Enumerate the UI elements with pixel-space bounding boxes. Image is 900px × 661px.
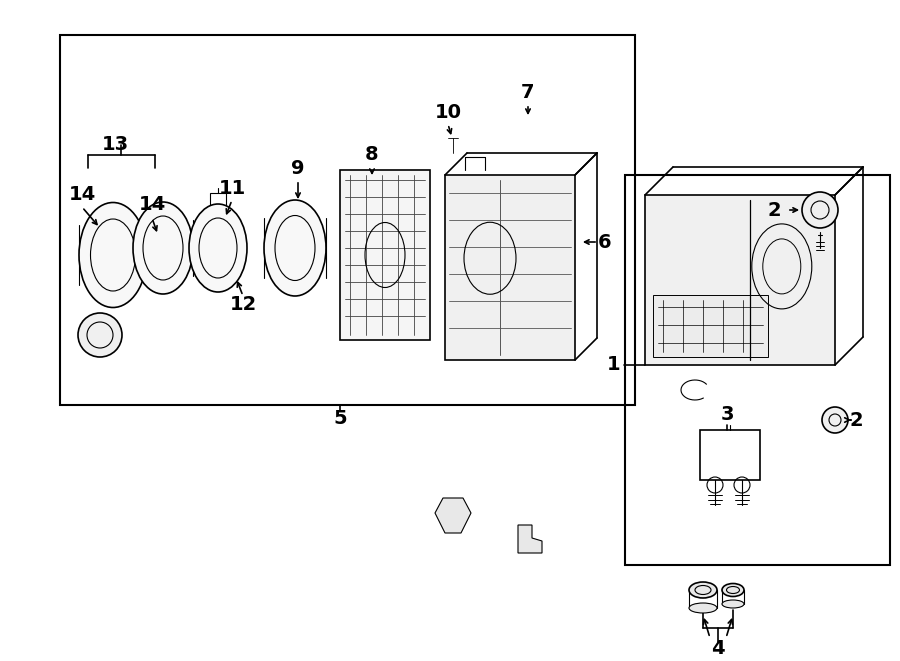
Text: 3: 3	[720, 405, 733, 424]
Ellipse shape	[689, 582, 717, 598]
Text: 12: 12	[230, 295, 256, 315]
Circle shape	[802, 192, 838, 228]
Ellipse shape	[264, 200, 326, 296]
Circle shape	[78, 313, 122, 357]
Ellipse shape	[189, 204, 247, 292]
Bar	[340, 170, 430, 340]
Circle shape	[822, 407, 848, 433]
Ellipse shape	[689, 603, 717, 613]
Bar	[700, 430, 760, 480]
Text: 6: 6	[598, 233, 612, 251]
Text: 13: 13	[102, 136, 129, 155]
Text: 9: 9	[292, 159, 305, 178]
Bar	[645, 195, 835, 365]
Text: 8: 8	[365, 145, 379, 165]
Text: 4: 4	[711, 639, 724, 658]
Text: 1: 1	[608, 356, 621, 375]
Bar	[625, 175, 890, 565]
Text: 2: 2	[767, 200, 781, 219]
Polygon shape	[435, 498, 471, 533]
Text: 7: 7	[521, 83, 535, 102]
Bar	[653, 295, 768, 357]
Text: 14: 14	[139, 196, 166, 215]
Bar	[210, 193, 226, 213]
Ellipse shape	[79, 202, 147, 307]
Text: 11: 11	[219, 178, 246, 198]
Ellipse shape	[722, 600, 744, 608]
Ellipse shape	[722, 584, 744, 596]
Bar	[445, 175, 575, 360]
Text: 10: 10	[435, 102, 462, 122]
Text: 14: 14	[68, 186, 95, 204]
Text: 5: 5	[333, 408, 346, 428]
Polygon shape	[518, 525, 542, 553]
Ellipse shape	[133, 202, 193, 294]
Text: 2: 2	[850, 410, 863, 430]
Bar	[60, 35, 635, 405]
